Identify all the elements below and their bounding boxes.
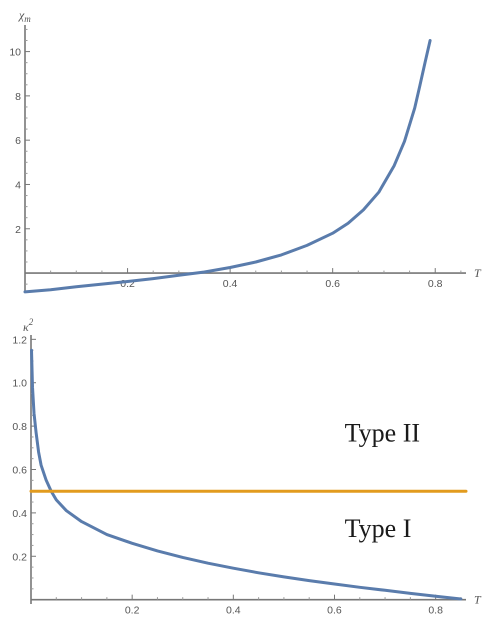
x-tick-label: 0.6	[325, 278, 340, 290]
y-tick-label: 8	[15, 91, 21, 103]
series-line-1	[30, 348, 463, 601]
y-tick-label: 4	[15, 179, 21, 191]
x-tick-label: 0.2	[125, 605, 140, 617]
annotation-2: Type I	[345, 514, 412, 543]
x-tick-label: 0.8	[428, 605, 443, 617]
x-tick-label: 0.8	[428, 278, 443, 290]
y-tick-label: 10	[9, 47, 21, 59]
annotation-1: Type II	[345, 418, 420, 447]
y-tick-label: 6	[15, 135, 21, 147]
x-tick-label: 0.6	[327, 605, 342, 617]
y-tick-label: 1.2	[12, 334, 27, 346]
y-axis-label: κ2	[23, 317, 34, 334]
x-axis-label: T	[474, 593, 482, 607]
y-tick-label: 0.8	[12, 421, 27, 433]
y-tick-label: 0.4	[12, 508, 27, 520]
x-tick-label: 0.4	[223, 278, 238, 290]
series-line-1	[23, 39, 432, 294]
y-axis-label: χm	[18, 8, 31, 24]
y-tick-label: 0.2	[12, 551, 27, 563]
y-tick-label: 2	[15, 224, 21, 236]
x-tick-label: 0.4	[226, 605, 241, 617]
y-tick-label: 0.6	[12, 465, 27, 477]
x-axis-label: T	[474, 266, 482, 280]
chart-panel-kappa: 0.2 0.4 0.6 0.8 0.2 0.4 0.6 0.8 1.0 1.2 Tκ2 Type II…	[12, 317, 482, 617]
y-tick-label: 1.0	[12, 378, 27, 390]
